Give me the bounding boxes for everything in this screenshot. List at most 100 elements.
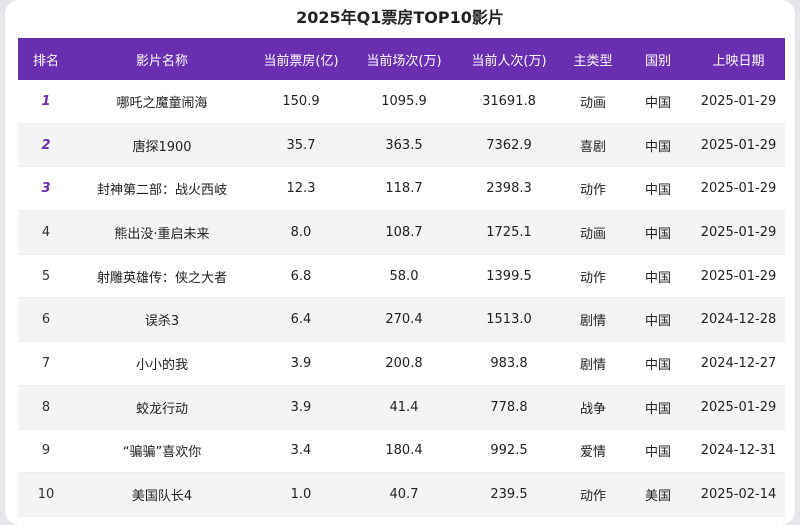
country-cell: 中国 xyxy=(624,210,692,255)
release-date-cell: 2025-02-14 xyxy=(692,472,785,517)
box-office-cell: 3.4 xyxy=(250,429,352,474)
country-cell: 中国 xyxy=(624,123,692,168)
table-row: 5 射雕英雄传：侠之大者 6.8 58.0 1399.5 动作 中国 2025-… xyxy=(18,254,785,299)
shows-cell: 41.4 xyxy=(352,385,456,430)
column-header-country: 国别 xyxy=(624,38,692,80)
film-name-cell: 误杀3 xyxy=(74,297,250,343)
country-cell: 中国 xyxy=(624,297,692,343)
rank-cell: 1 xyxy=(18,80,74,124)
country-cell: 中国 xyxy=(624,254,692,299)
country-cell: 中国 xyxy=(624,80,692,124)
genre-cell: 剧情 xyxy=(562,297,624,343)
table-row: 3 封神第二部：战火西岐 12.3 118.7 2398.3 动作 中国 202… xyxy=(18,166,785,212)
release-date-cell: 2025-01-29 xyxy=(692,254,785,299)
film-name-cell: 蛟龙行动 xyxy=(74,385,250,430)
box-office-cell: 150.9 xyxy=(250,80,352,124)
release-date-cell: 2024-12-28 xyxy=(692,297,785,343)
box-office-cell: 35.7 xyxy=(250,123,352,168)
viewers-cell: 2398.3 xyxy=(456,166,562,212)
viewers-cell: 983.8 xyxy=(456,341,562,386)
film-name-cell: 熊出没·重启未来 xyxy=(74,210,250,255)
viewers-cell: 1399.5 xyxy=(456,254,562,299)
genre-cell: 动作 xyxy=(562,472,624,517)
column-header-date: 上映日期 xyxy=(692,38,785,80)
rank-cell: 5 xyxy=(18,254,74,299)
film-name-cell: 哪吒之魔童闹海 xyxy=(74,80,250,124)
table-row: 8 蛟龙行动 3.9 41.4 778.8 战争 中国 2025-01-29 xyxy=(18,385,785,430)
genre-cell: 动作 xyxy=(562,254,624,299)
column-header-genre: 主类型 xyxy=(562,38,624,80)
viewers-cell: 1513.0 xyxy=(456,297,562,343)
rank-cell: 4 xyxy=(18,210,74,255)
table-header-row: 排名 影片名称 当前票房(亿) 当前场次(万) 当前人次(万) 主类型 国别 上… xyxy=(18,38,785,80)
column-header-rank: 排名 xyxy=(18,38,74,80)
shows-cell: 58.0 xyxy=(352,254,456,299)
viewers-cell: 7362.9 xyxy=(456,123,562,168)
genre-cell: 战争 xyxy=(562,385,624,430)
film-name-cell: 射雕英雄传：侠之大者 xyxy=(74,254,250,299)
film-name-cell: 美国队长4 xyxy=(74,472,250,517)
shows-cell: 270.4 xyxy=(352,297,456,343)
shows-cell: 40.7 xyxy=(352,472,456,517)
film-name-cell: 封神第二部：战火西岐 xyxy=(74,166,250,212)
release-date-cell: 2024-12-31 xyxy=(692,429,785,474)
rank-cell: 9 xyxy=(18,429,74,474)
rank-cell: 6 xyxy=(18,297,74,343)
rank-cell: 2 xyxy=(18,123,74,168)
film-name-cell: 唐探1900 xyxy=(74,123,250,168)
genre-cell: 爱情 xyxy=(562,429,624,474)
column-header-shows: 当前场次(万) xyxy=(352,38,456,80)
genre-cell: 剧情 xyxy=(562,341,624,386)
shows-cell: 363.5 xyxy=(352,123,456,168)
country-cell: 中国 xyxy=(624,341,692,386)
genre-cell: 动作 xyxy=(562,166,624,212)
box-office-cell: 3.9 xyxy=(250,341,352,386)
box-office-table: 排名 影片名称 当前票房(亿) 当前场次(万) 当前人次(万) 主类型 国别 上… xyxy=(18,38,785,517)
viewers-cell: 239.5 xyxy=(456,472,562,517)
country-cell: 中国 xyxy=(624,166,692,212)
table-row: 4 熊出没·重启未来 8.0 108.7 1725.1 动画 中国 2025-0… xyxy=(18,210,785,255)
genre-cell: 动画 xyxy=(562,210,624,255)
viewers-cell: 992.5 xyxy=(456,429,562,474)
release-date-cell: 2025-01-29 xyxy=(692,123,785,168)
box-office-cell: 6.8 xyxy=(250,254,352,299)
release-date-cell: 2025-01-29 xyxy=(692,385,785,430)
box-office-cell: 12.3 xyxy=(250,166,352,212)
shows-cell: 108.7 xyxy=(352,210,456,255)
viewers-cell: 31691.8 xyxy=(456,80,562,124)
release-date-cell: 2025-01-29 xyxy=(692,210,785,255)
viewers-cell: 778.8 xyxy=(456,385,562,430)
film-name-cell: “骗骗”喜欢你 xyxy=(74,429,250,474)
box-office-cell: 8.0 xyxy=(250,210,352,255)
table-row: 10 美国队长4 1.0 40.7 239.5 动作 美国 2025-02-14 xyxy=(18,472,785,517)
page-title: 2025年Q1票房TOP10影片 xyxy=(296,8,504,27)
table-row: 6 误杀3 6.4 270.4 1513.0 剧情 中国 2024-12-28 xyxy=(18,297,785,343)
release-date-cell: 2025-01-29 xyxy=(692,80,785,124)
shows-cell: 200.8 xyxy=(352,341,456,386)
shows-cell: 1095.9 xyxy=(352,80,456,124)
table-row: 2 唐探1900 35.7 363.5 7362.9 喜剧 中国 2025-01… xyxy=(18,123,785,168)
table-row: 1 哪吒之魔童闹海 150.9 1095.9 31691.8 动画 中国 202… xyxy=(18,80,785,124)
table-row: 9 “骗骗”喜欢你 3.4 180.4 992.5 爱情 中国 2024-12-… xyxy=(18,429,785,474)
column-header-name: 影片名称 xyxy=(74,38,250,80)
table-row: 7 小小的我 3.9 200.8 983.8 剧情 中国 2024-12-27 xyxy=(18,341,785,386)
country-cell: 中国 xyxy=(624,385,692,430)
viewers-cell: 1725.1 xyxy=(456,210,562,255)
rank-cell: 10 xyxy=(18,472,74,517)
shows-cell: 118.7 xyxy=(352,166,456,212)
shows-cell: 180.4 xyxy=(352,429,456,474)
column-header-box-office: 当前票房(亿) xyxy=(250,38,352,80)
genre-cell: 动画 xyxy=(562,80,624,124)
release-date-cell: 2025-01-29 xyxy=(692,166,785,212)
column-header-viewers: 当前人次(万) xyxy=(456,38,562,80)
card: 2025年Q1票房TOP10影片 排名 影片名称 当前票房(亿) 当前场次(万)… xyxy=(5,0,795,525)
box-office-cell: 6.4 xyxy=(250,297,352,343)
box-office-cell: 1.0 xyxy=(250,472,352,517)
rank-cell: 7 xyxy=(18,341,74,386)
country-cell: 中国 xyxy=(624,429,692,474)
country-cell: 美国 xyxy=(624,472,692,517)
release-date-cell: 2024-12-27 xyxy=(692,341,785,386)
box-office-cell: 3.9 xyxy=(250,385,352,430)
rank-cell: 8 xyxy=(18,385,74,430)
genre-cell: 喜剧 xyxy=(562,123,624,168)
